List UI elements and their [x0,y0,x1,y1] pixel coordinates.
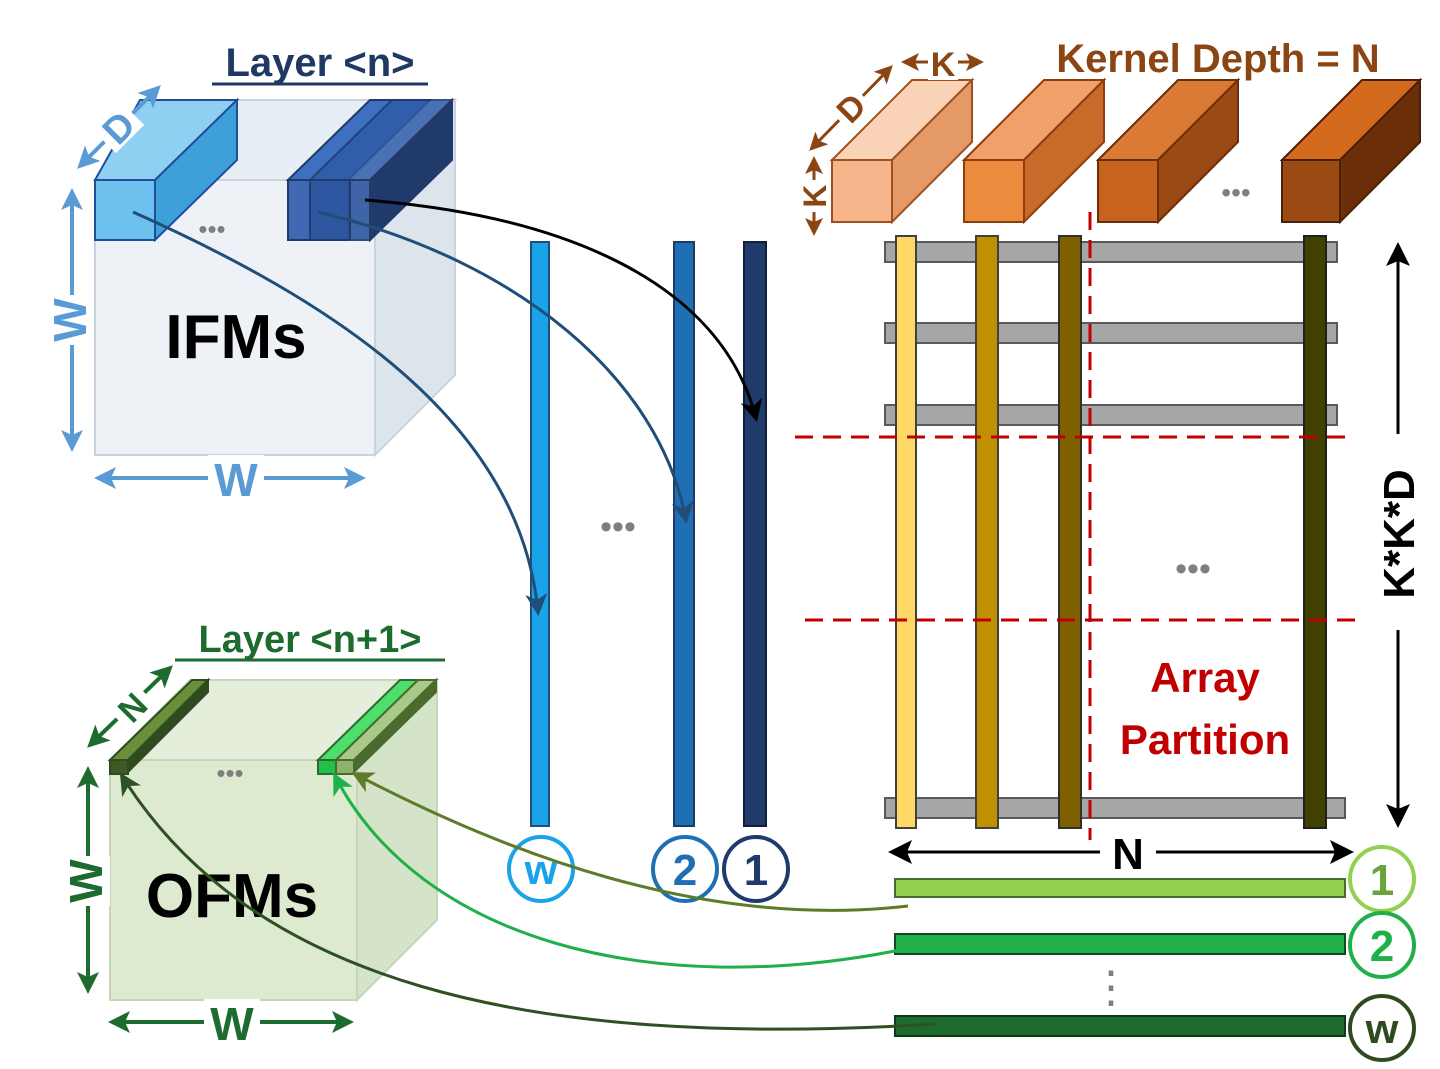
output-circle-w: w [1348,994,1416,1062]
array-row [884,404,1338,426]
input-circle-1-label: 1 [744,846,768,895]
output-circle-1-label: 1 [1370,856,1394,905]
array-width-label: N [1112,830,1144,879]
crossbar-array: ••• Array Partition K*K*D N [795,212,1426,879]
output-circle-2-label: 2 [1370,922,1394,971]
input-vector-2 [673,241,695,827]
kernel-depth-label: Kernel Depth = N [1056,37,1379,81]
ifm-ellipsis: ••• [198,214,225,244]
output-bar-1 [894,878,1346,898]
array-row [884,241,1338,263]
kernel-ellipsis: ••• [1221,177,1250,208]
input-vector-w [530,241,550,827]
input-vector-1 [743,241,767,827]
ifm-dim-w-side: W [44,298,96,342]
kernel-4 [1279,77,1423,225]
kernel-dim-k-top: K [931,46,956,84]
output-bar-w [894,1015,1346,1037]
ifm-title: IFMs [165,303,306,372]
array-partition-label-line2: Partition [1120,716,1290,763]
output-2-to-ofm-arrow [333,772,901,969]
ifm-to-vector-w-arrow [132,210,548,616]
input-circle-2-label: 2 [673,846,697,895]
output-vertical-ellipsis: ⋮ [1089,963,1133,1012]
output-circle-1: 1 [1348,845,1416,913]
array-row [884,797,1346,819]
kernel-2 [961,77,1107,225]
array-height-label: K*K*D [1375,469,1424,599]
ifm-dim-w-bottom: W [214,454,258,506]
array-column-4 [1303,235,1327,829]
ofm-pillar-right [315,677,439,775]
kernel-dim-k-side: K [797,184,833,207]
ofm-cube: ••• OFMs Layer <n+1> N W W [60,619,445,1050]
ifm-cube: ••• IFMs Layer <n> D W W [44,41,458,506]
array-column-2 [975,235,999,829]
ofm-cube-front-face [109,759,358,1001]
kernel-3 [1095,77,1241,225]
ofm-dim-w-side: W [60,859,112,903]
output-bar-2 [894,933,1346,955]
array-ellipsis: ••• [1175,550,1211,588]
output-circle-w-label: w [1365,1005,1399,1052]
ifm-window-right-stack [285,97,455,243]
input-circle-1: 1 [722,835,790,903]
array-column-3 [1058,235,1082,829]
kernels: ••• Kernel Depth = N K D K [797,37,1423,236]
input-circle-w-label: w [524,846,558,893]
input-vectors: ••• w 2 1 [507,241,790,903]
ofm-layer-label: Layer <n+1> [199,619,422,661]
output-1-to-ofm-arrow [351,772,909,912]
array-partition-label-line1: Array [1150,654,1260,701]
input-vectors-ellipsis: ••• [600,508,636,546]
output-w-to-ofm-arrow [119,772,936,1031]
output-bars: ⋮ 1 2 w [894,845,1416,1062]
ifm-to-vector-2-arrow [317,210,694,524]
input-circle-w: w [507,835,575,903]
ifm-layer-label: Layer <n> [225,41,414,85]
array-row [884,322,1338,344]
ofm-ellipsis: ••• [216,758,243,788]
input-circle-2: 2 [651,835,719,903]
array-column-1 [895,235,917,829]
ofm-dim-w-bottom: W [210,998,254,1050]
output-circle-2: 2 [1348,911,1416,979]
ifm-to-vector-1-arrow [364,198,763,422]
